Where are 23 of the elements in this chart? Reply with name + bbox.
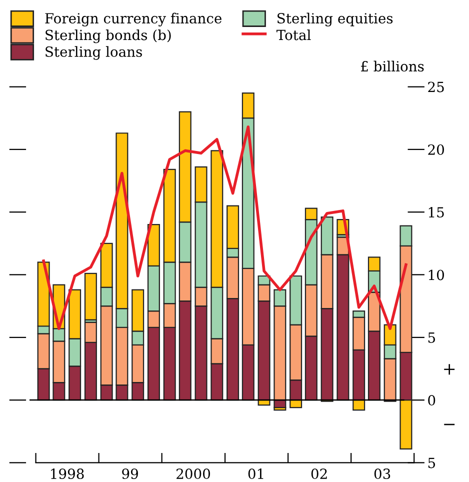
- legend-label: Sterling equities: [278, 12, 393, 26]
- y-tick-label: 20: [428, 144, 444, 155]
- legend-label: Total: [276, 29, 311, 40]
- x-tick-label: 99: [122, 468, 138, 480]
- y-tick-label: 25: [428, 82, 444, 92]
- x-tick-label: 2000: [176, 468, 210, 480]
- x-tick-label: 02: [311, 468, 327, 480]
- x-tick-label: 03: [374, 468, 390, 480]
- legend-label: Foreign currency finance: [45, 12, 222, 26]
- y-tick-label: 5: [428, 332, 435, 343]
- legend-label: Sterling loans: [46, 46, 142, 60]
- y-tick-label: 10: [428, 270, 444, 280]
- y-tick-label: 5: [428, 458, 435, 468]
- x-tick-label: 1998: [51, 468, 84, 480]
- text: +: [444, 364, 455, 375]
- bar: [84, 272, 97, 320]
- y-tick-label: 15: [428, 207, 444, 218]
- text: £ billions: [361, 60, 424, 72]
- legend-label: Sterling bonds (b): [46, 29, 171, 44]
- y-tick-label: 0: [428, 395, 436, 406]
- line-series: [42, 125, 408, 330]
- text: −: [444, 424, 455, 426]
- x-tick-label: 01: [248, 468, 264, 480]
